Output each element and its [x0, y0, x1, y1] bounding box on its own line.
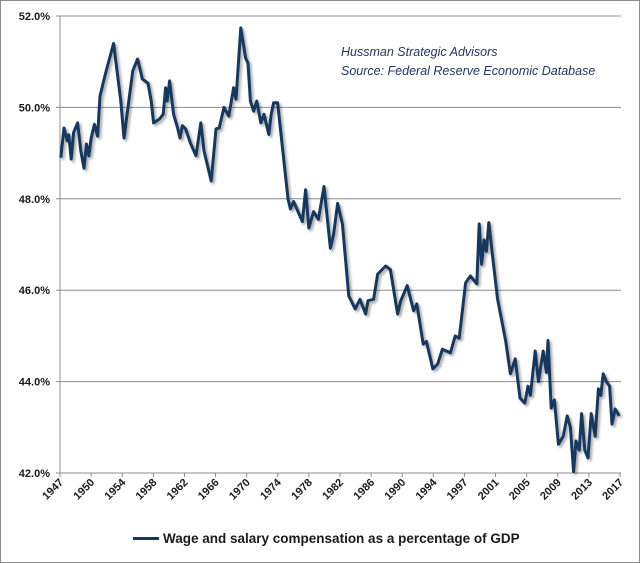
legend-label: Wage and salary compensation as a percen…	[163, 531, 520, 546]
x-tick-label: 1958	[134, 477, 160, 503]
x-tick-label: 2005	[507, 477, 533, 503]
x-tick-label: 1978	[289, 477, 315, 503]
x-tick-label: 1970	[227, 477, 253, 503]
x-tick-label: 1974	[258, 476, 284, 502]
x-tick-label: 1997	[445, 477, 471, 503]
y-tick-label: 52.0%	[19, 11, 50, 23]
x-tick-label: 1950	[71, 477, 97, 503]
y-tick-label: 42.0%	[19, 468, 50, 480]
x-tick-label: 1966	[196, 477, 222, 503]
annotation-author: Hussman Strategic Advisors	[341, 45, 498, 59]
annotation-source: Source: Federal Reserve Economic Databas…	[341, 64, 596, 78]
x-tick-label: 1994	[414, 476, 440, 502]
x-tick-label: 1962	[165, 477, 191, 503]
x-tick-label: 1986	[351, 477, 377, 503]
legend: Wage and salary compensation as a percen…	[133, 531, 520, 546]
y-tick-label: 50.0%	[19, 102, 50, 114]
x-tick-label: 2013	[569, 477, 595, 503]
y-tick-label: 48.0%	[19, 194, 50, 206]
y-tick-label: 46.0%	[19, 285, 50, 297]
legend-swatch	[133, 537, 159, 540]
x-tick-label: 2017	[600, 477, 626, 503]
x-tick-label: 1954	[103, 476, 129, 502]
x-tick-label: 1982	[320, 477, 346, 503]
x-tick-label: 2001	[476, 477, 502, 503]
x-tick-label: 1947	[40, 477, 66, 503]
y-tick-label: 44.0%	[19, 377, 50, 389]
x-tick-label: 1990	[383, 477, 409, 503]
series-line-wage-share	[59, 26, 621, 474]
x-tick-label: 2009	[538, 477, 564, 503]
